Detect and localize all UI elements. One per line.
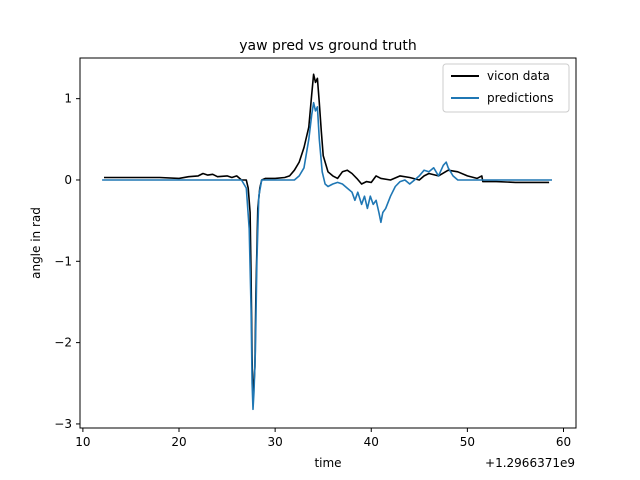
x-tick-label: 40 <box>364 435 379 449</box>
legend: vicon data predictions <box>442 63 570 113</box>
y-tick-label: 0 <box>64 173 72 187</box>
x-axis-ticks: 10 20 30 40 50 60 <box>75 428 571 449</box>
x-axis-offset-label: +1.2966371e9 <box>485 456 575 470</box>
series-layer <box>102 73 552 411</box>
y-tick-label: −3 <box>54 417 72 431</box>
x-tick-label: 10 <box>75 435 90 449</box>
x-tick-label: 60 <box>556 435 571 449</box>
legend-label-predictions: predictions <box>487 91 553 105</box>
y-axis-label: angle in rad <box>29 207 43 279</box>
x-axis-label: time <box>314 456 341 470</box>
y-tick-label: 1 <box>64 92 72 106</box>
x-tick-label: 20 <box>171 435 186 449</box>
series-line-predictions <box>102 101 552 411</box>
series-line-vicon-data <box>104 73 550 401</box>
plot-frame <box>79 57 577 429</box>
legend-label-vicon-data: vicon data <box>487 69 550 83</box>
x-tick-label: 30 <box>267 435 282 449</box>
y-tick-label: −2 <box>54 336 72 350</box>
chart-title: yaw pred vs ground truth <box>239 38 417 54</box>
y-axis-ticks: 1 0 −1 −2 −3 <box>54 92 80 431</box>
x-tick-label: 50 <box>460 435 475 449</box>
y-tick-label: −1 <box>54 254 72 268</box>
